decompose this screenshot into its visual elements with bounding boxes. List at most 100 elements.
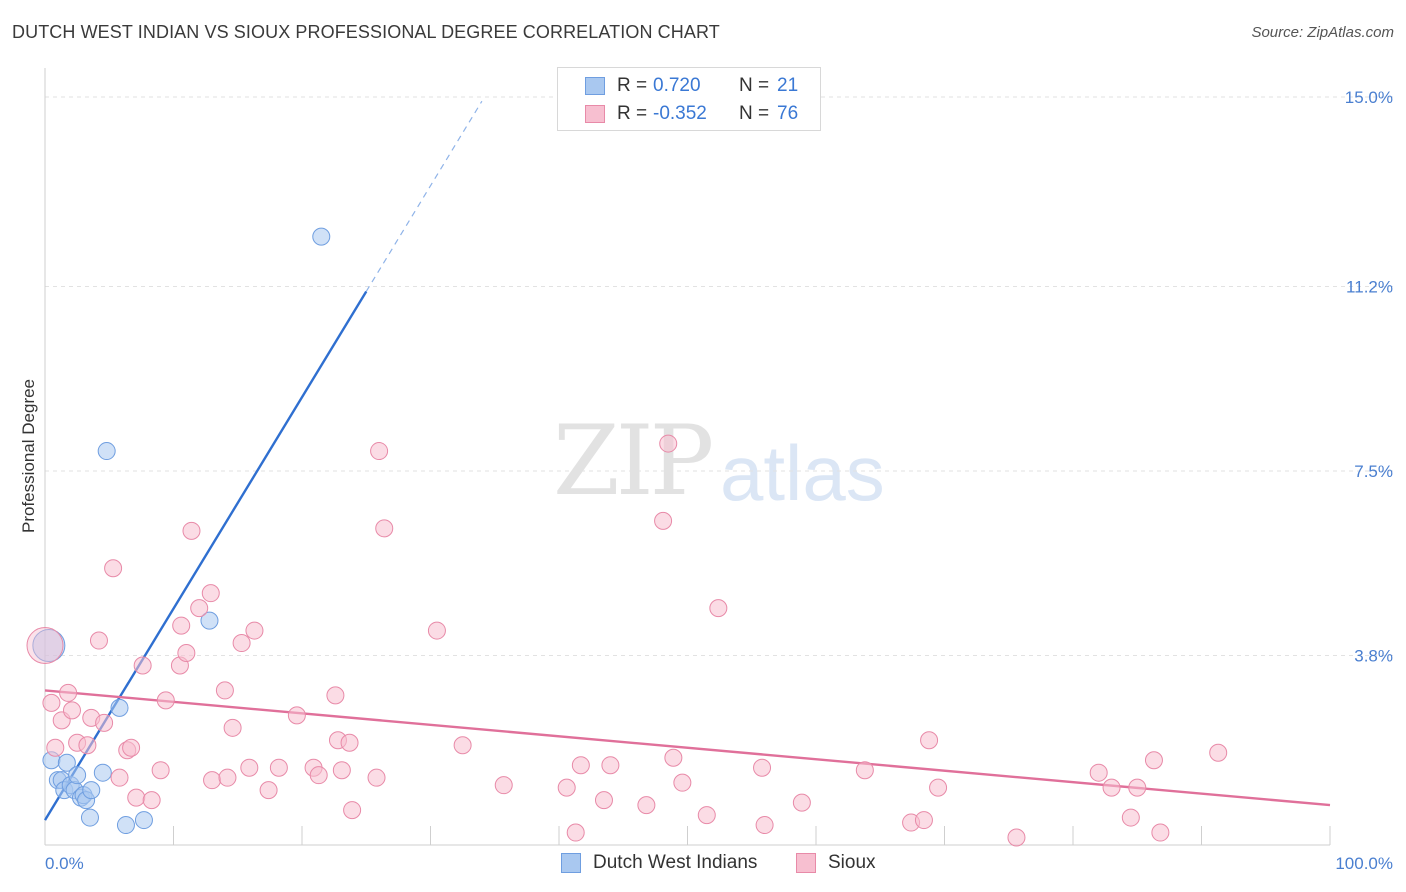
point-sioux-large xyxy=(26,627,64,665)
point-dutch-16 xyxy=(110,698,129,717)
point-sioux-0 xyxy=(42,693,61,712)
point-sioux-54 xyxy=(654,511,673,530)
point-sioux-58 xyxy=(697,806,716,825)
tick-labels: 3.8% 7.5% 11.2% 15.0% 0.0% 100.0% xyxy=(45,88,1393,873)
point-sioux-45 xyxy=(427,621,446,640)
point-sioux-11 xyxy=(110,768,129,787)
r-value: -0.352 xyxy=(653,103,707,124)
point-sioux-9 xyxy=(95,713,114,732)
point-sioux-60 xyxy=(753,758,772,777)
point-sioux-50 xyxy=(571,756,590,775)
chart-title: DUTCH WEST INDIAN VS SIOUX PROFESSIONAL … xyxy=(12,22,720,42)
point-sioux-15 xyxy=(133,656,152,675)
point-sioux-20 xyxy=(172,616,191,635)
point-sioux-73 xyxy=(1144,751,1163,770)
point-sioux-37 xyxy=(326,686,345,705)
series-label-dutch: Dutch West Indians xyxy=(593,852,758,873)
point-sioux-4 xyxy=(62,701,81,720)
point-sioux-1 xyxy=(46,738,65,757)
point-sioux-40 xyxy=(340,733,359,752)
point-sioux-61 xyxy=(755,816,774,835)
n-label: N = xyxy=(739,75,770,96)
point-sioux-30 xyxy=(240,758,259,777)
point-sioux-29 xyxy=(232,634,251,653)
y-tick-label-0: 3.8% xyxy=(1354,647,1393,666)
n-value: 21 xyxy=(777,75,799,96)
point-sioux-21 xyxy=(177,644,196,663)
point-sioux-57 xyxy=(673,773,692,792)
point-sioux-72 xyxy=(1128,778,1147,797)
legend-row-sioux: R = -0.352 N = 76 xyxy=(558,100,798,128)
point-sioux-6 xyxy=(78,736,97,755)
point-sioux-46 xyxy=(453,736,472,755)
point-sioux-74 xyxy=(1151,823,1170,842)
point-sioux-62 xyxy=(792,793,811,812)
point-dutch-8 xyxy=(68,766,87,785)
point-sioux-69 xyxy=(1089,763,1108,782)
point-sioux-65 xyxy=(914,811,933,830)
point-sioux-47 xyxy=(494,776,513,795)
point-sioux-67 xyxy=(929,778,948,797)
grid-lines xyxy=(45,96,1395,657)
series-swatch-sioux xyxy=(796,853,816,873)
series-legend-sioux: Sioux xyxy=(796,852,876,874)
x-tick-label-0: 0.0% xyxy=(45,854,84,873)
point-sioux-75 xyxy=(1209,743,1228,762)
point-dutch-14 xyxy=(93,763,112,782)
point-dutch-17 xyxy=(116,816,135,835)
point-sioux-66 xyxy=(920,731,939,750)
point-sioux-36 xyxy=(309,766,328,785)
point-sioux-22 xyxy=(182,521,201,540)
series-swatch-dutch xyxy=(561,853,581,873)
point-sioux-27 xyxy=(218,768,237,787)
point-sioux-26 xyxy=(215,681,234,700)
point-sioux-42 xyxy=(367,768,386,787)
y-tick-label-3: 15.0% xyxy=(1345,88,1393,107)
point-sioux-31 xyxy=(245,621,264,640)
r-value: 0.720 xyxy=(653,75,701,96)
point-sioux-16 xyxy=(142,791,161,810)
point-sioux-28 xyxy=(223,718,242,737)
point-sioux-34 xyxy=(287,706,306,725)
point-dutch-20 xyxy=(312,227,331,246)
y-tick-label-1: 7.5% xyxy=(1354,462,1393,481)
watermark-zip: ZIP xyxy=(553,405,714,517)
point-sioux-17 xyxy=(151,761,170,780)
r-label: R = xyxy=(617,75,648,96)
point-dutch-13 xyxy=(82,781,101,800)
point-dutch-5 xyxy=(57,753,76,772)
point-sioux-8 xyxy=(89,631,108,650)
point-dutch-19 xyxy=(200,611,219,630)
point-sioux-3 xyxy=(59,683,78,702)
source-label: Source: ZipAtlas.com xyxy=(1251,24,1394,41)
point-sioux-55 xyxy=(659,434,678,453)
legend-row-dutch: R = 0.720 N = 21 xyxy=(558,72,798,100)
point-sioux-23 xyxy=(190,599,209,618)
point-sioux-39 xyxy=(332,761,351,780)
point-sioux-25 xyxy=(203,771,222,790)
y-tick-label-2: 11.2% xyxy=(1346,277,1393,296)
point-sioux-33 xyxy=(269,758,288,777)
point-dutch-12 xyxy=(80,808,99,827)
point-sioux-63 xyxy=(855,761,874,780)
point-sioux-18 xyxy=(156,691,175,710)
point-sioux-14 xyxy=(127,788,146,807)
trend-line-extension-0 xyxy=(365,100,483,292)
point-sioux-70 xyxy=(1102,778,1121,797)
legend-swatch-sioux xyxy=(585,105,605,123)
point-sioux-32 xyxy=(259,781,278,800)
n-label: N = xyxy=(739,103,770,124)
point-sioux-10 xyxy=(104,559,123,578)
series-label-sioux: Sioux xyxy=(828,852,876,873)
point-dutch-0 xyxy=(32,629,66,663)
point-sioux-13 xyxy=(122,738,141,757)
point-sioux-41 xyxy=(343,801,362,820)
point-sioux-44 xyxy=(375,519,394,538)
point-sioux-56 xyxy=(664,748,683,767)
y-axis-label: Professional Degree xyxy=(19,379,38,533)
legend-swatch-dutch xyxy=(585,77,605,95)
x-tick-label-1: 100.0% xyxy=(1335,854,1393,873)
point-sioux-53 xyxy=(637,796,656,815)
n-value: 76 xyxy=(777,103,799,124)
